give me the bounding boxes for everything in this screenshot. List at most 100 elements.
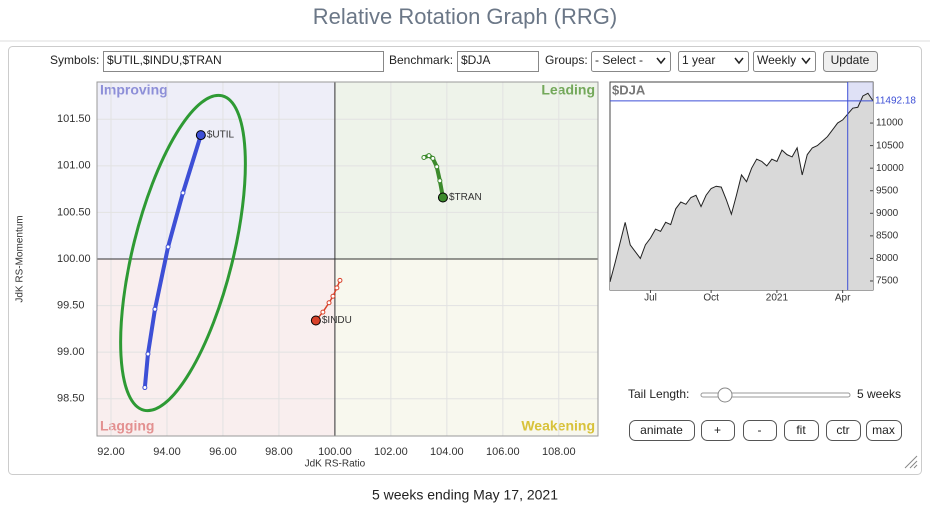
highlight-ellipse xyxy=(119,93,247,413)
y-tick-label: 9000 xyxy=(876,208,899,219)
price-line xyxy=(609,92,874,283)
groups-select-text: - Select - xyxy=(595,53,643,67)
button[interactable] xyxy=(629,420,695,441)
y-tick-label: 8500 xyxy=(876,230,899,241)
button[interactable] xyxy=(826,420,861,441)
footer: 5 weeks ending May 17, 2021 xyxy=(372,487,558,503)
frequency-select[interactable] xyxy=(753,51,816,72)
tail-length-label: Tail Length: xyxy=(628,387,689,401)
groups-label: Groups: xyxy=(545,53,588,67)
tail-point xyxy=(426,153,432,159)
quadrant xyxy=(97,82,335,259)
plot-frame xyxy=(96,81,599,437)
page-title: Relative Rotation Graph (RRG) xyxy=(313,4,617,29)
y-tick-label: 98.50 xyxy=(57,393,85,405)
button-label: max xyxy=(872,423,895,437)
tail-point xyxy=(326,300,332,306)
quadrant xyxy=(334,82,598,259)
button-label: animate xyxy=(640,423,683,437)
tail-point xyxy=(330,293,336,299)
x-tick-label: 94.00 xyxy=(153,446,181,458)
select-arrow xyxy=(734,57,744,65)
y-tick-label: 100.00 xyxy=(57,253,91,265)
x-axis-title: JdK RS-Ratio xyxy=(305,459,366,470)
head-point xyxy=(437,192,448,203)
benchmark-input-text: $DJA xyxy=(461,53,490,67)
period-select-text: 1 year xyxy=(682,53,715,67)
y-tick-label: 8000 xyxy=(876,253,899,264)
resize-grip xyxy=(904,455,918,469)
x-tick-label: Oct xyxy=(703,293,719,304)
slider-track xyxy=(700,392,851,398)
tail-line xyxy=(142,134,203,388)
symbols-input-text: $UTIL,$INDU,$TRAN xyxy=(107,53,222,67)
tail-point xyxy=(334,285,340,291)
mini-chart-title: $DJA xyxy=(612,82,646,97)
tail-point xyxy=(152,306,158,312)
y-axis-title: JdK RS-Momentum xyxy=(15,215,26,302)
quadrant-label: Improving xyxy=(100,82,168,98)
update-button-text: Update xyxy=(831,53,870,67)
button[interactable] xyxy=(701,420,735,441)
x-tick-label: 98.00 xyxy=(265,446,293,458)
tail-point xyxy=(430,155,436,161)
y-tick-label: 101.50 xyxy=(57,113,91,125)
button-label: fit xyxy=(796,423,806,437)
area xyxy=(610,93,873,291)
y-tick-label: 9500 xyxy=(876,185,899,196)
frequency-select-text: Weekly xyxy=(757,53,796,67)
series-label: $UTIL xyxy=(207,130,235,141)
quadrant-label: Weakening xyxy=(521,418,595,434)
tail-point xyxy=(165,244,171,250)
button[interactable] xyxy=(866,420,902,441)
button[interactable] xyxy=(743,420,777,441)
x-tick-label: 2021 xyxy=(766,293,789,304)
x-tick-label: 96.00 xyxy=(209,446,237,458)
quadrant-label: Lagging xyxy=(100,418,154,434)
x-tick-label: Apr xyxy=(835,293,851,304)
x-tick-label: 108.00 xyxy=(542,446,576,458)
head-point xyxy=(310,315,321,326)
groups-select[interactable] xyxy=(591,51,671,72)
symbols-label: Symbols: xyxy=(50,53,99,67)
tail-point xyxy=(180,190,186,196)
tail-length-value: 5 weeks xyxy=(857,387,901,401)
quadrant-label: Leading xyxy=(541,82,595,98)
x-tick-label: Jul xyxy=(644,293,657,304)
button-label: + xyxy=(714,423,721,437)
quadrant xyxy=(97,259,335,436)
y-tick-label: 11000 xyxy=(876,118,904,129)
select-arrow xyxy=(656,57,666,65)
x-tick-label: 104.00 xyxy=(430,446,464,458)
update-button[interactable] xyxy=(823,51,878,72)
y-tick-label: 10500 xyxy=(876,140,904,151)
symbols-input[interactable] xyxy=(103,51,384,72)
x-tick-label: 92.00 xyxy=(97,446,125,458)
series-label: $TRAN xyxy=(449,192,482,203)
button[interactable] xyxy=(784,420,819,441)
slider-knob[interactable] xyxy=(717,387,733,403)
tail-point xyxy=(142,385,148,391)
x-tick-label: 102.00 xyxy=(374,446,408,458)
y-tick-label: 101.00 xyxy=(57,160,91,172)
button-label: - xyxy=(758,423,762,437)
quadrant xyxy=(334,259,598,436)
y-tick-label: 99.50 xyxy=(57,299,85,311)
last-value-label: 11492.18 xyxy=(875,95,916,106)
tail-point xyxy=(437,178,443,184)
y-tick-label: 99.00 xyxy=(57,346,85,358)
x-tick-label: 106.00 xyxy=(486,446,520,458)
period-select[interactable] xyxy=(678,51,749,72)
benchmark-input[interactable] xyxy=(457,51,539,72)
benchmark-label: Benchmark: xyxy=(389,53,453,67)
button-label: ctr xyxy=(836,423,849,437)
series-label: $INDU xyxy=(322,315,352,326)
tail-point xyxy=(320,309,326,315)
head-point xyxy=(195,130,206,141)
y-tick-label: 10000 xyxy=(876,163,904,174)
y-tick-label: 100.50 xyxy=(57,206,91,218)
tail-point xyxy=(337,277,343,283)
select-arrow xyxy=(801,57,811,65)
